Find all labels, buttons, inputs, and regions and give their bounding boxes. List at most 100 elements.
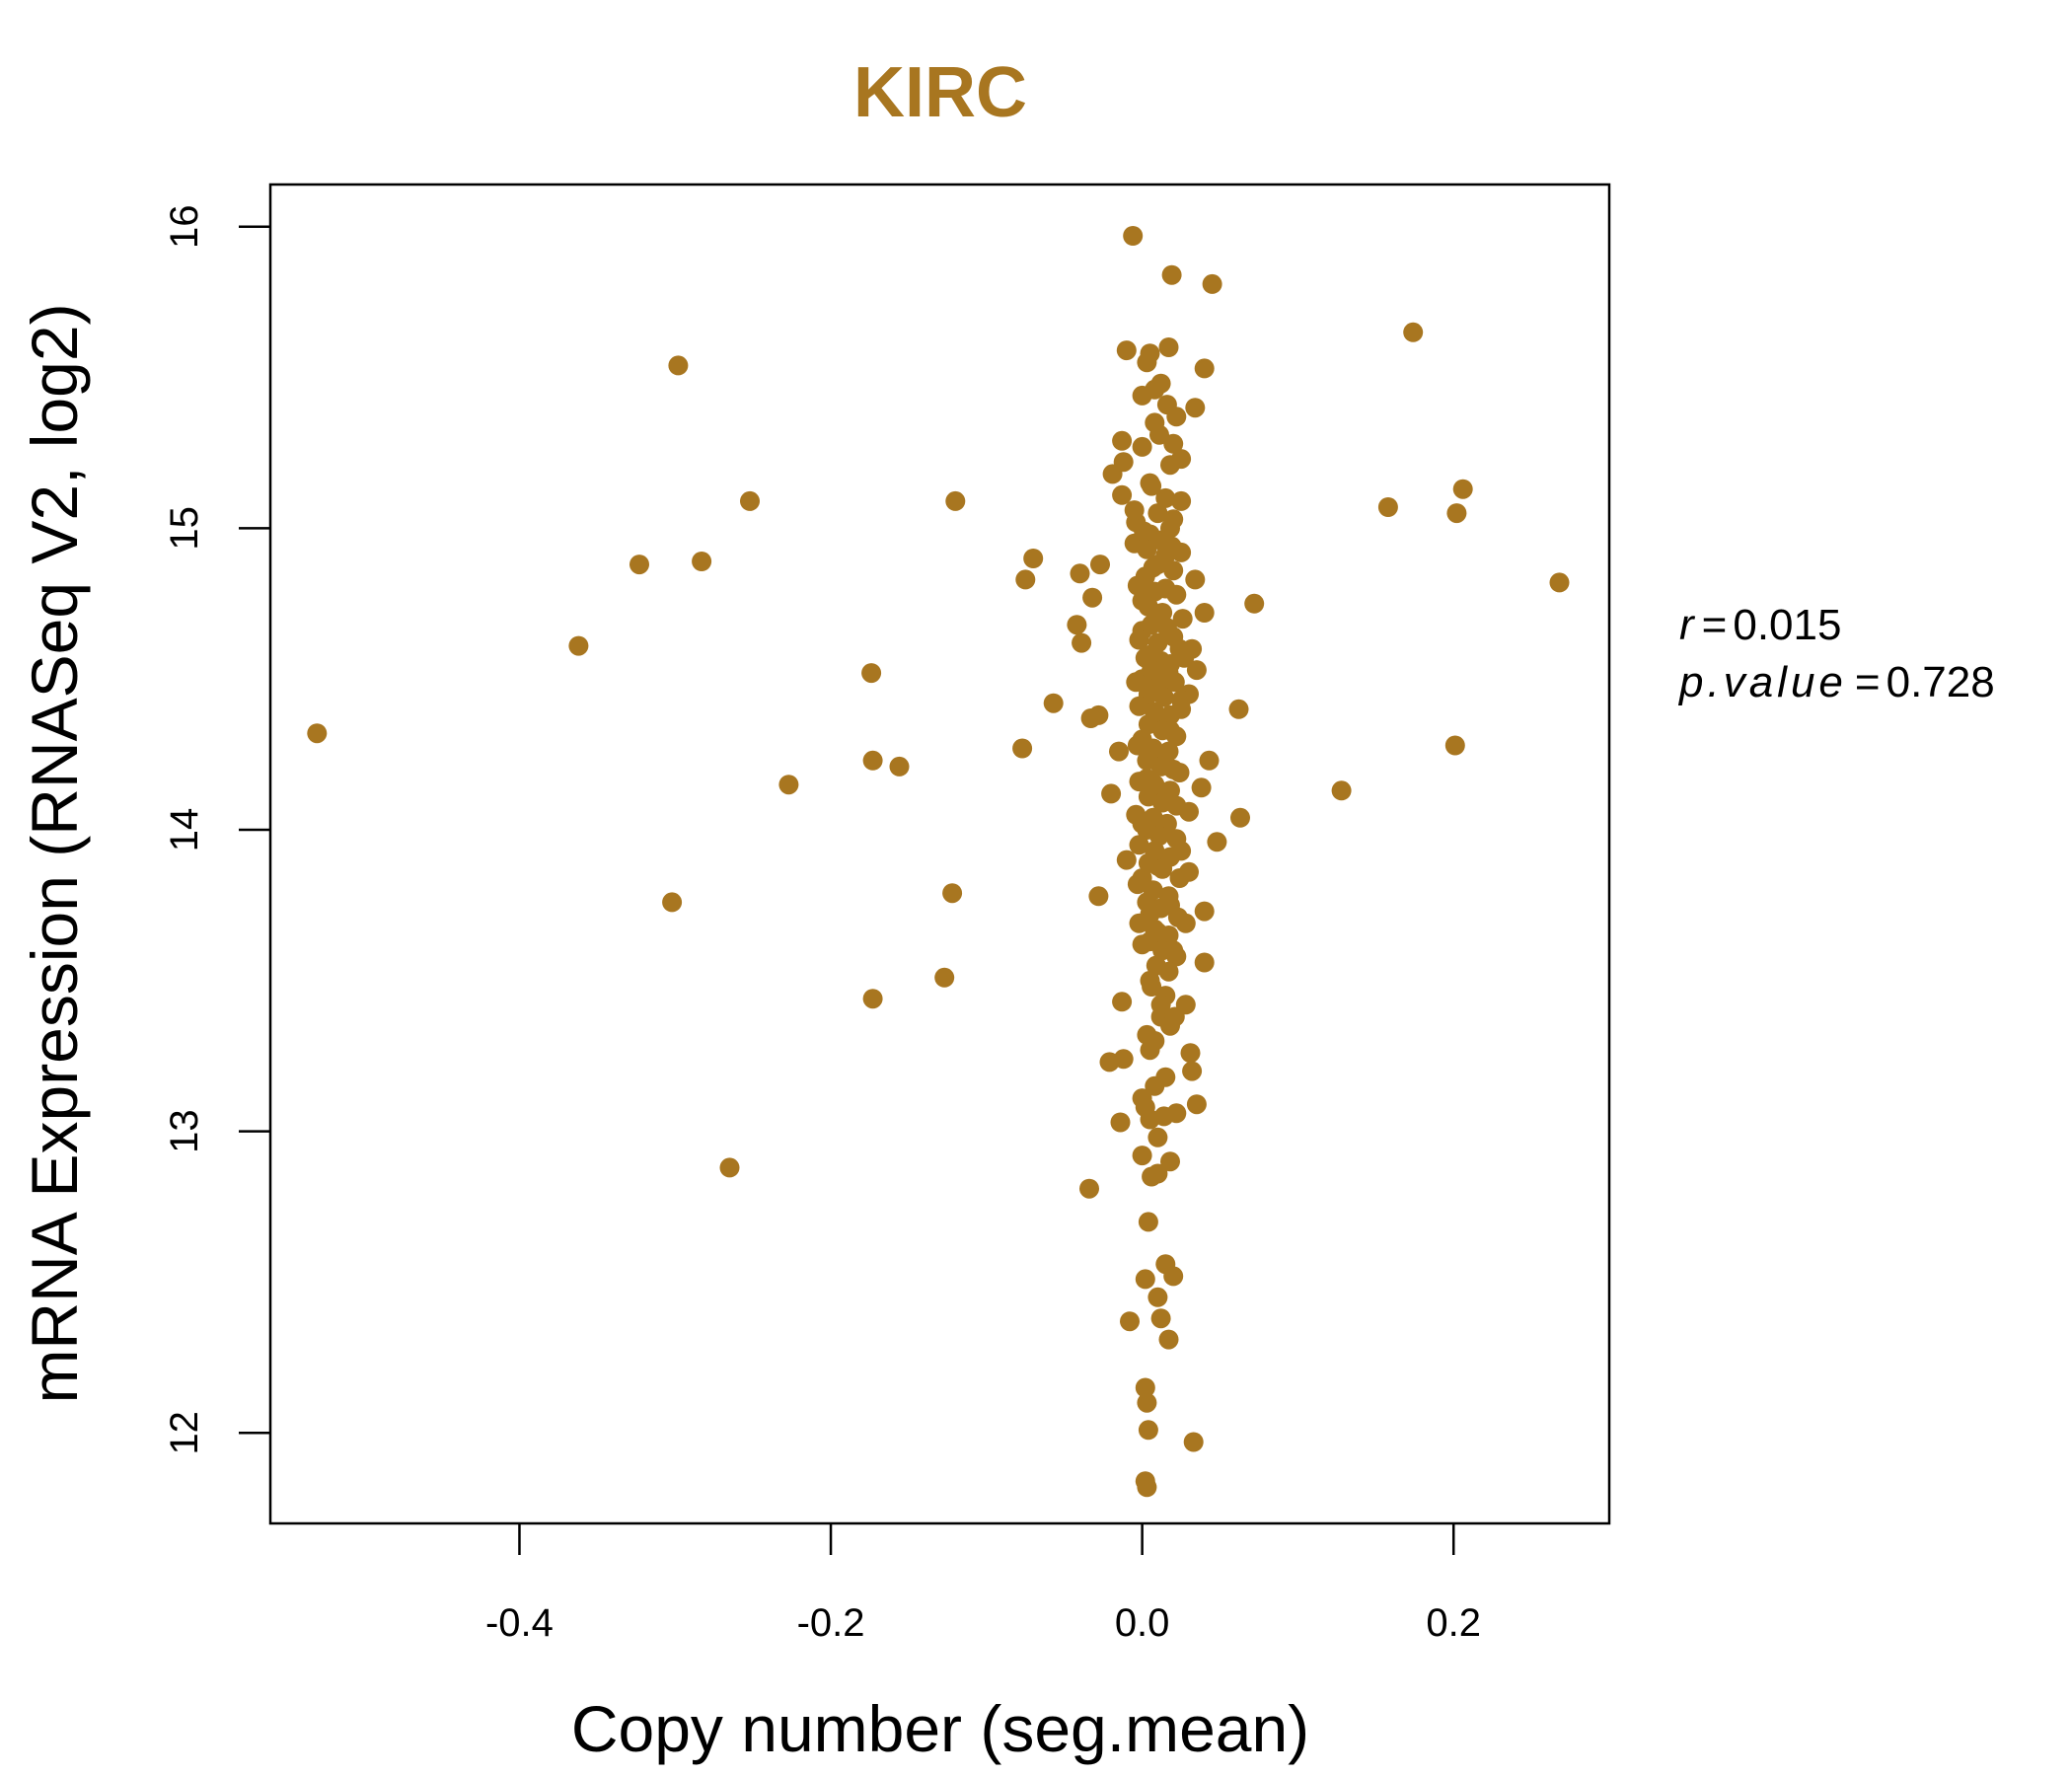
- data-point: [1199, 750, 1220, 771]
- chart-title: KIRC: [853, 53, 1027, 132]
- data-point: [1156, 618, 1177, 638]
- data-point: [1169, 763, 1190, 782]
- data-point: [1137, 539, 1157, 559]
- data-point: [1137, 352, 1157, 373]
- data-point: [1129, 913, 1149, 933]
- data-point: [1132, 436, 1152, 457]
- data-point: [862, 989, 883, 1009]
- data-point: [1185, 569, 1206, 590]
- data-point: [1126, 672, 1147, 693]
- data-point: [1153, 1106, 1174, 1127]
- data-point: [1172, 609, 1193, 629]
- data-point: [1147, 503, 1168, 524]
- data-point: [1186, 660, 1207, 681]
- data-point: [1174, 647, 1195, 668]
- data-point: [1126, 804, 1147, 825]
- data-point: [1070, 563, 1090, 584]
- r-value: 0.015: [1733, 601, 1841, 649]
- data-point: [692, 552, 712, 571]
- y-tick-label: 13: [163, 1109, 206, 1153]
- data-point: [1137, 1477, 1157, 1498]
- data-point: [629, 555, 649, 575]
- data-point: [1155, 487, 1176, 508]
- y-tick-label: 16: [163, 205, 206, 250]
- x-axis: -0.4 -0.2 0.0 0.2: [485, 1523, 1481, 1645]
- y-axis-label: mRNA Expression (RNASeq V2, log2): [18, 303, 91, 1403]
- data-point: [1166, 795, 1187, 816]
- data-point: [1120, 1311, 1140, 1332]
- data-point: [1145, 581, 1165, 602]
- data-point: [1127, 575, 1147, 596]
- data-point: [1137, 1392, 1157, 1413]
- data-point: [1166, 946, 1187, 967]
- data-point: [1155, 1067, 1176, 1087]
- data-point: [945, 490, 966, 511]
- data-point: [862, 750, 883, 771]
- data-point: [1129, 696, 1149, 716]
- data-point: [1088, 886, 1109, 907]
- data-point: [1149, 826, 1169, 847]
- data-point: [1150, 1308, 1171, 1329]
- data-point: [1124, 500, 1145, 521]
- data-point: [1171, 449, 1192, 470]
- data-point: [1186, 1094, 1207, 1115]
- data-point: [1138, 1212, 1158, 1232]
- data-point: [1166, 726, 1187, 747]
- p-value: 0.728: [1887, 658, 1995, 706]
- data-point: [1123, 226, 1144, 246]
- data-point: [942, 883, 963, 904]
- p-value-statistic: p.value = 0.728: [1677, 658, 1995, 706]
- data-point: [1150, 995, 1171, 1015]
- data-point: [307, 723, 328, 744]
- p-value-label: p.value: [1677, 658, 1847, 706]
- plot-area-frame: [268, 183, 1611, 1525]
- data-point: [1116, 850, 1137, 870]
- data-point: [1110, 1112, 1131, 1133]
- data-point: [1194, 358, 1215, 379]
- data-point: [1101, 783, 1122, 804]
- data-point: [889, 756, 910, 777]
- data-point: [1147, 632, 1168, 653]
- data-point: [1072, 632, 1092, 653]
- data-point: [1185, 398, 1206, 418]
- data-point: [1079, 1178, 1099, 1199]
- correlation-stats: r = 0.015 p.value = 0.728: [1677, 601, 1995, 706]
- data-point: [1012, 738, 1033, 759]
- data-point: [568, 635, 589, 656]
- data-point: [1191, 777, 1212, 798]
- r-statistic: r = 0.015: [1679, 601, 1841, 649]
- r-label: r: [1679, 601, 1696, 649]
- data-point: [1142, 615, 1162, 635]
- x-tick-label: -0.2: [797, 1601, 865, 1645]
- data-point: [1171, 690, 1192, 710]
- data-point: [1129, 835, 1149, 855]
- x-tick-label: 0.0: [1115, 1601, 1170, 1645]
- data-point: [1067, 615, 1087, 635]
- data-point: [1403, 322, 1424, 342]
- data-point: [1158, 741, 1179, 762]
- data-point: [1244, 593, 1265, 614]
- data-point: [1160, 1151, 1180, 1172]
- data-point: [1158, 337, 1179, 357]
- data-point: [1150, 756, 1171, 777]
- y-axis: 12 13 14 15 16: [163, 205, 270, 1455]
- data-point: [668, 355, 689, 376]
- data-point: [1549, 572, 1570, 593]
- data-point: [1142, 476, 1162, 496]
- data-point: [1129, 772, 1149, 792]
- data-point: [1135, 1377, 1155, 1398]
- data-point: [1158, 961, 1179, 982]
- data-point: [1228, 699, 1249, 719]
- data-point: [662, 892, 683, 913]
- data-point: [1166, 584, 1187, 605]
- data-point: [1112, 992, 1133, 1012]
- data-point: [1127, 874, 1147, 895]
- data-point: [1134, 521, 1154, 542]
- data-point: [1161, 536, 1182, 556]
- data-point: [778, 775, 799, 795]
- data-point: [1152, 858, 1173, 879]
- data-point: [1202, 273, 1222, 294]
- data-point: [1116, 340, 1137, 361]
- data-point: [1099, 1052, 1120, 1073]
